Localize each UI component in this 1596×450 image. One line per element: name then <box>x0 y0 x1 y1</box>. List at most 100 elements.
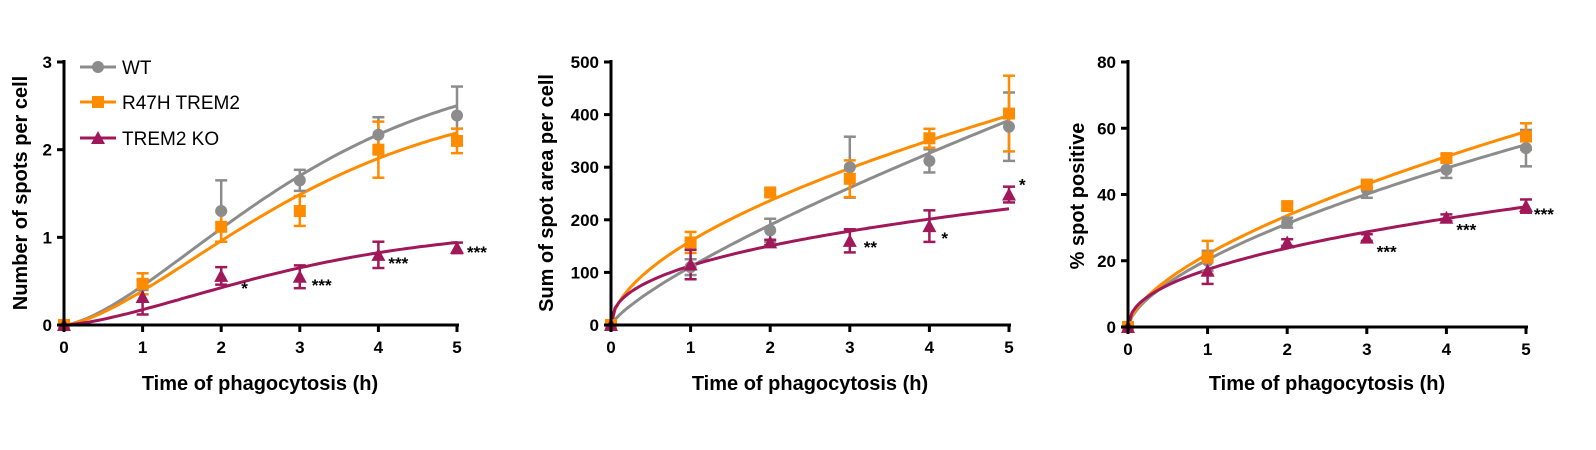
data-markers: ** ** <box>604 107 1026 331</box>
x-tick-label: 2 <box>216 338 225 357</box>
y-tick-label: 3 <box>43 53 52 72</box>
data-point-r47h-trem2 <box>1201 251 1214 264</box>
data-markers: *** *** *** <box>1121 130 1554 333</box>
y-tick-label: 60 <box>1097 119 1116 138</box>
x-tick-label: 1 <box>686 338 695 357</box>
legend-label-wt: WT <box>122 58 152 79</box>
data-point-r47h-trem2 <box>293 205 306 218</box>
y-axis-title: Sum of spot area per cell <box>536 74 558 312</box>
x-tick-label: 3 <box>1362 340 1371 359</box>
legend-marker-wt <box>92 61 104 73</box>
legend-marker-r47h <box>92 96 104 108</box>
legend-item-ko: TREM2 KO <box>80 129 219 150</box>
y-tick-label: 1 <box>43 228 52 247</box>
data-point-trem2-ko <box>135 289 150 303</box>
data-point-trem2-ko <box>292 269 307 283</box>
y-tick-label: 80 <box>1097 53 1116 72</box>
fit-curve-r47h-trem2 <box>63 131 458 327</box>
data-point-trem2-ko <box>1280 235 1295 249</box>
axes: 0 1 2 3 4 5 0 1 2 3 <box>43 53 462 357</box>
data-point-trem2-ko <box>214 268 229 282</box>
data-point-wt <box>372 128 385 141</box>
significance-label: ** <box>864 238 878 257</box>
legend: WT R47H TREM2 TREM2 KO <box>80 58 240 150</box>
legend-label-ko: TREM2 KO <box>122 129 219 150</box>
error-bars <box>1201 122 1532 286</box>
fit-curve-trem2-ko <box>1126 205 1527 328</box>
significance-label: *** <box>1534 205 1554 224</box>
significance-label: *** <box>467 243 487 262</box>
data-point-trem2-ko <box>1002 187 1016 201</box>
y-tick-label: 2 <box>43 141 52 160</box>
data-point-trem2-ko <box>1439 210 1454 224</box>
data-point-trem2-ko <box>1359 230 1374 244</box>
data-point-trem2-ko <box>1200 263 1215 277</box>
data-point-r47h-trem2 <box>843 172 856 185</box>
data-point-wt <box>1281 216 1294 229</box>
y-tick-label: 200 <box>571 211 599 230</box>
y-tick-label: 500 <box>571 53 599 72</box>
y-tick-label: 0 <box>1107 318 1116 337</box>
x-tick-label: 0 <box>606 338 615 357</box>
legend-item-r47h: R47H TREM2 <box>80 93 240 114</box>
data-point-trem2-ko <box>1519 199 1533 213</box>
legend-item-wt: WT <box>80 58 152 79</box>
data-point-wt <box>764 224 777 237</box>
fit-curve-r47h-trem2 <box>609 114 1010 326</box>
data-point-wt <box>843 161 856 174</box>
x-tick-label: 1 <box>1203 340 1212 359</box>
axes: 0 1 2 3 4 5 0 100 200 300 400 500 <box>571 53 1014 357</box>
data-point-r47h-trem2 <box>1440 152 1453 165</box>
x-tick-label: 5 <box>1004 338 1013 357</box>
significance-label: * <box>1019 176 1026 195</box>
fit-curve-r47h-trem2 <box>1126 130 1527 328</box>
significance-label: * <box>241 279 248 298</box>
data-point-r47h-trem2 <box>1360 178 1373 191</box>
data-point-trem2-ko <box>683 257 698 271</box>
x-tick-label: 5 <box>452 338 461 357</box>
fit-curve-wt <box>63 104 458 327</box>
legend-marker-ko <box>91 131 105 144</box>
y-tick-label: 0 <box>43 316 52 335</box>
significance-label: *** <box>1377 243 1397 262</box>
significance-label: * <box>941 229 948 248</box>
data-point-wt <box>1003 120 1015 133</box>
fit-curves <box>609 114 1010 326</box>
data-point-r47h-trem2 <box>923 132 936 145</box>
fit-curve-trem2-ko <box>63 241 458 327</box>
legend-label-r47h: R47H TREM2 <box>122 93 240 114</box>
data-point-r47h-trem2 <box>1281 200 1294 213</box>
fit-curve-trem2-ko <box>609 207 1010 326</box>
x-tick-label: 4 <box>374 338 384 357</box>
y-tick-label: 300 <box>571 158 599 177</box>
data-point-trem2-ko <box>922 219 937 233</box>
x-axis-title: Time of phagocytosis (h) <box>692 373 928 395</box>
chart-panel-percent-positive: *** *** *** 0 1 2 3 4 5 0 20 40 60 80 Time of phagoc… <box>1067 53 1554 395</box>
x-axis-title: Time of phagocytosis (h) <box>142 373 378 395</box>
data-point-wt <box>451 109 463 122</box>
significance-label: *** <box>312 276 332 295</box>
data-point-wt <box>293 174 306 187</box>
x-tick-label: 5 <box>1521 340 1530 359</box>
data-point-trem2-ko <box>763 235 778 249</box>
x-tick-label: 4 <box>925 338 935 357</box>
data-point-r47h-trem2 <box>372 143 385 156</box>
y-tick-label: 100 <box>571 263 599 282</box>
data-point-trem2-ko <box>371 247 386 261</box>
data-point-wt <box>1440 163 1453 176</box>
data-point-r47h-trem2 <box>451 134 463 147</box>
y-tick-label: 400 <box>571 106 599 125</box>
x-tick-label: 0 <box>59 338 68 357</box>
data-point-trem2-ko <box>450 240 464 254</box>
data-point-r47h-trem2 <box>684 236 697 249</box>
x-tick-label: 0 <box>1123 340 1132 359</box>
x-tick-label: 2 <box>1282 340 1291 359</box>
y-tick-label: 0 <box>590 316 599 335</box>
significance-label: *** <box>388 254 408 273</box>
data-point-wt <box>923 154 936 167</box>
fit-curves <box>63 104 458 327</box>
data-point-r47h-trem2 <box>136 277 149 290</box>
